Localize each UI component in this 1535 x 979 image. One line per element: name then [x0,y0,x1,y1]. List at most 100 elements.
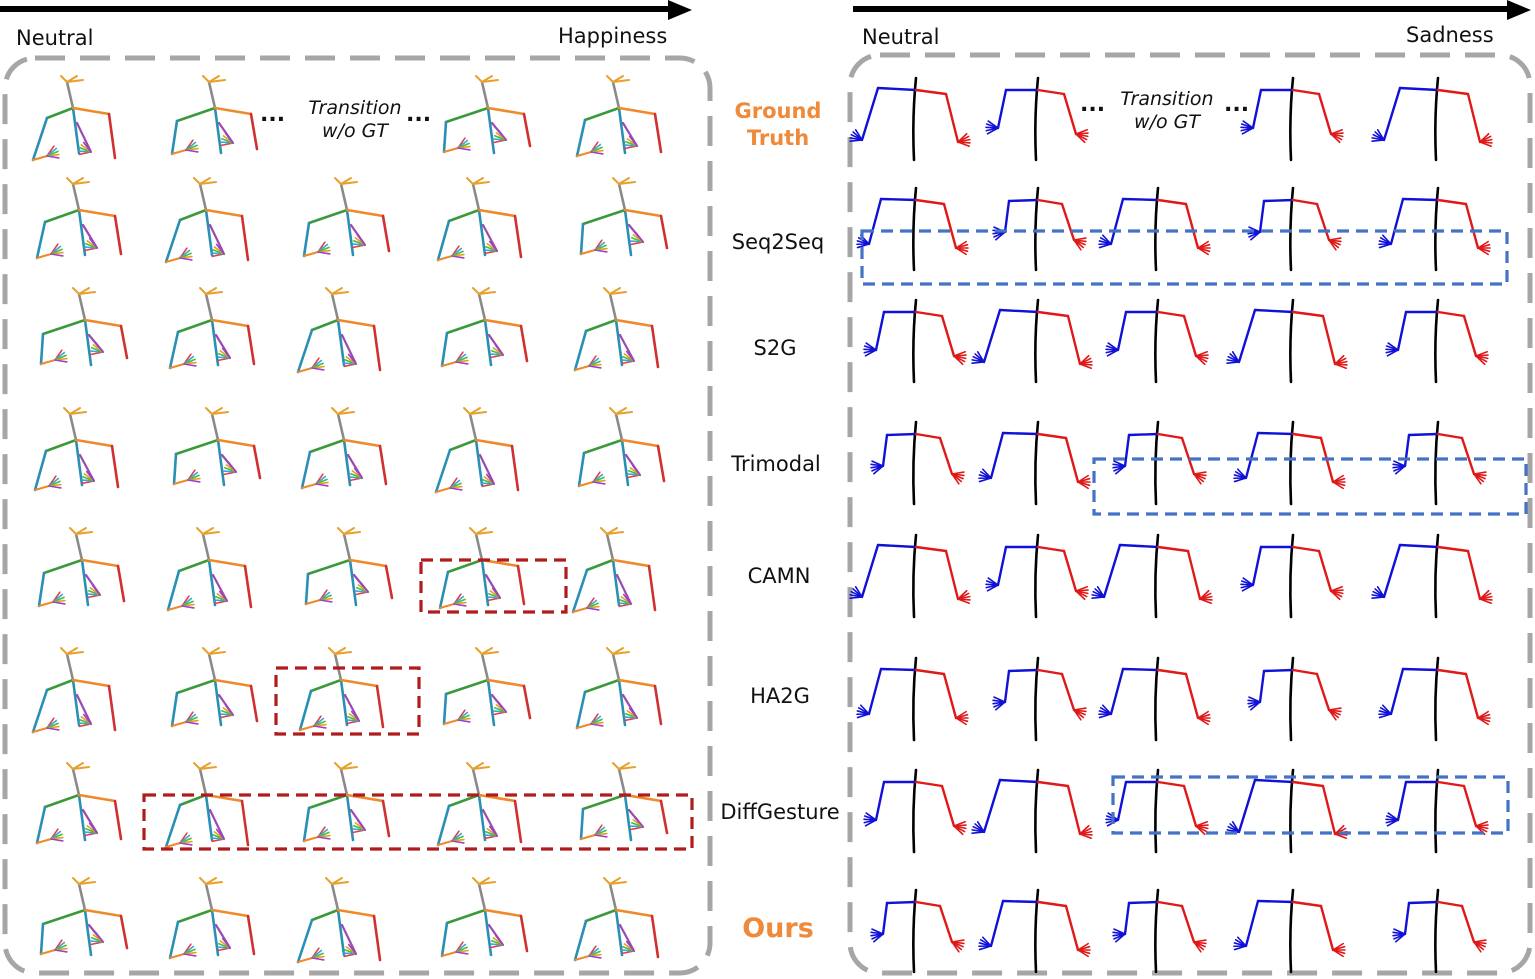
right-skeleton-r7-c1 [978,888,1091,974]
left-skeleton-r3-c3 [434,407,520,494]
left-arrow-head [668,0,692,20]
left-skeleton-r4-c3 [438,527,526,610]
right-end-label: Sadness [1406,23,1494,47]
right-skeleton-r4-c3 [1240,533,1344,619]
left-skeleton-r6-c0 [35,762,123,845]
left-skeleton-r5-c1 [170,647,259,728]
left-skeleton-r3-c0 [33,407,120,492]
right-skeleton-r3-c0 [870,420,965,506]
left-ellipsis-2: ... [406,102,432,127]
right-skeleton-r5-c1 [992,656,1087,742]
right-skeleton-r7-c0 [870,888,965,974]
left-skeleton-r1-c1 [164,177,250,264]
right-skeleton-r3-c1 [978,420,1091,506]
row-label-seq2seq: Seq2Seq [731,230,825,254]
left-skeleton-r6-c1 [164,762,250,849]
right-skeleton-r7-c3 [1233,888,1346,974]
right-skeleton-r7-c4 [1392,888,1487,974]
right-skeleton-r1-c1 [992,186,1087,272]
left-transition-note: Transition w/o GT [300,97,410,143]
left-skeleton-r0-c3 [442,75,532,155]
left-failure-box-camn [419,558,568,614]
right-skeleton-r6-c2 [1105,768,1209,854]
left-failure-box-ha2g [274,666,421,736]
left-skeleton-r5-c4 [575,647,663,730]
left-panel-border [2,55,713,976]
right-failure-box-diffgesture [1111,775,1510,835]
left-skeleton-r3-c1 [172,407,262,487]
right-skeleton-r4-c1 [985,533,1089,619]
left-start-label: Neutral [16,26,94,50]
right-skeleton-r2-c2 [1105,298,1209,384]
row-label-camn: CAMN [747,564,811,588]
left-transition-line-1: Transition [308,97,402,119]
left-skeleton-r2-c3 [440,287,529,368]
right-skeleton-r3-c2 [1112,420,1207,506]
right-start-label: Neutral [862,25,940,49]
left-skeleton-r5-c0 [31,647,117,734]
row-label-ground-truth: Ground Truth [713,98,843,152]
right-ellipsis-2: ... [1224,92,1250,117]
row-label-ground-truth-line-2: Truth [746,126,810,150]
left-skeleton-r2-c1 [168,287,256,370]
right-skeleton-r3-c4 [1392,420,1487,506]
left-skeleton-r1-c4 [579,177,669,257]
right-transition-note: Transition w/o GT [1112,88,1222,134]
left-skeleton-r5-c2 [298,647,385,732]
right-skeleton-r0-c3 [1240,76,1344,162]
right-skeleton-r0-c1 [985,76,1089,162]
left-skeleton-r6-c2 [302,762,391,843]
right-arrow-head [1507,0,1531,20]
right-skeleton-r2-c0 [863,298,967,384]
left-skeleton-r7-c2 [296,877,382,964]
right-panel-border [847,52,1533,976]
right-skeleton-r5-c0 [856,656,969,742]
left-skeleton-r0-c1 [170,75,259,156]
left-skeleton-r7-c4 [573,877,660,962]
left-skeleton-r1-c3 [436,177,523,262]
row-label-ground-truth-line-1: Ground [734,99,822,123]
left-failure-box-diffgesture [142,793,694,851]
left-skeleton-r1-c0 [35,177,123,260]
right-failure-box-seq2seq [860,229,1509,286]
left-skeleton-r5-c3 [442,647,532,727]
row-label-ours: Ours [742,913,814,944]
right-skeleton-r0-c4 [1371,76,1493,162]
row-label-s2g: S2G [753,336,797,360]
left-skeleton-r6-c3 [436,762,523,847]
right-skeleton-r6-c4 [1385,768,1489,854]
left-skeleton-r1-c2 [302,177,391,258]
left-transition-line-2: w/o GT [322,120,388,142]
left-end-label: Happiness [558,24,668,48]
right-skeleton-r4-c2 [1091,533,1213,619]
left-skeleton-r3-c4 [577,407,666,488]
left-skeleton-r7-c1 [168,877,256,960]
left-skeleton-r4-c4 [571,527,657,614]
right-skeleton-r5-c2 [1098,656,1211,742]
right-ellipsis-1: ... [1080,92,1106,117]
right-skeleton-r1-c2 [1098,186,1211,272]
left-skeleton-r4-c0 [37,527,126,608]
right-skeleton-r4-c0 [849,533,971,619]
right-skeleton-r5-c3 [1247,656,1342,742]
left-skeleton-r4-c1 [166,527,253,612]
right-skeleton-r1-c0 [856,186,969,272]
left-ellipsis-1: ... [260,102,286,127]
left-skeleton-r2-c0 [39,287,129,367]
row-label-ha2g: HA2G [750,684,810,708]
right-skeleton-r6-c1 [971,768,1093,854]
right-failure-box-trimodal [1092,457,1528,516]
right-transition-line-1: Transition [1120,88,1214,110]
right-skeleton-r4-c4 [1371,533,1493,619]
left-skeleton-r7-c0 [39,877,129,957]
right-transition-line-2: w/o GT [1134,111,1200,133]
row-label-trimodal: Trimodal [731,452,821,476]
right-skeleton-r1-c3 [1247,186,1342,272]
right-skeleton-r6-c3 [1226,768,1348,854]
right-skeleton-r3-c3 [1233,420,1346,506]
right-skeleton-r2-c1 [971,298,1093,384]
left-skeleton-r0-c0 [31,75,117,162]
right-skeleton-r0-c0 [849,76,971,162]
left-skeleton-r2-c4 [573,287,660,372]
